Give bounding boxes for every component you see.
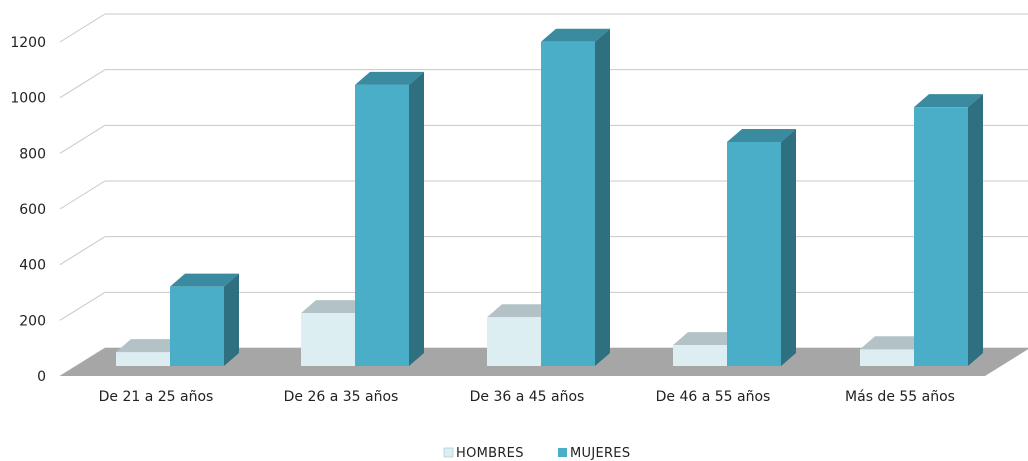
- y-tick-label: 600: [19, 202, 46, 218]
- legend-label-mujeres: MUJERES: [570, 446, 630, 461]
- y-tick-label: 1000: [10, 91, 46, 107]
- bar-top: [301, 300, 370, 314]
- y-tick-label: 1200: [10, 35, 46, 51]
- bar-front: [541, 41, 595, 366]
- gridline-diag: [59, 69, 106, 99]
- gridline-diag: [59, 13, 106, 43]
- y-tick-label: 0: [37, 369, 46, 385]
- bar-side: [781, 128, 796, 366]
- bar-front: [860, 349, 914, 366]
- bar-mujeres-3: [727, 128, 796, 366]
- bar-front: [914, 107, 968, 367]
- bar-top: [487, 304, 556, 318]
- bar-top: [170, 273, 239, 287]
- bar-top: [673, 332, 742, 346]
- x-category-label: Más de 55 años: [845, 389, 955, 405]
- legend-label-hombres: HOMBRES: [456, 446, 524, 461]
- y-axis-ticks: 0 200 400 600 800 1000 1200: [10, 35, 46, 385]
- bar-top: [914, 94, 983, 108]
- bar-top: [727, 128, 796, 142]
- bar-front: [301, 313, 355, 366]
- bar-side: [968, 94, 983, 367]
- bar-top: [860, 336, 929, 350]
- x-category-label: De 46 a 55 años: [656, 389, 771, 405]
- x-category-label: De 36 a 45 años: [470, 389, 585, 405]
- bar-top: [541, 28, 610, 42]
- x-category-label: De 21 a 25 años: [99, 389, 214, 405]
- x-category-label: De 26 a 35 años: [284, 389, 399, 405]
- y-tick-label: 400: [19, 258, 46, 274]
- bar-top: [116, 339, 185, 353]
- bar-front: [673, 345, 727, 366]
- bars: [116, 28, 983, 367]
- gridline-diag: [59, 180, 106, 210]
- bar-side: [409, 71, 424, 366]
- bar-side: [224, 273, 239, 366]
- bar-mujeres-1: [355, 71, 424, 366]
- bar-mujeres-4: [914, 94, 983, 367]
- bar-front: [355, 84, 409, 366]
- y-tick-label: 200: [19, 313, 46, 329]
- gridline-diag: [59, 124, 106, 154]
- bar-mujeres-0: [170, 273, 239, 366]
- y-tick-label: 800: [19, 146, 46, 162]
- bar-front: [116, 352, 170, 366]
- legend: HOMBRES MUJERES: [443, 446, 630, 461]
- bar-front: [487, 317, 541, 366]
- x-axis-categories: De 21 a 25 años De 26 a 35 años De 36 a 45…: [99, 389, 955, 405]
- bar-front: [170, 286, 224, 366]
- bar-mujeres-2: [541, 28, 610, 366]
- bar-front: [727, 141, 781, 366]
- legend-swatch-mujeres: [558, 448, 567, 457]
- bar-side: [595, 28, 610, 366]
- gridline-diag: [59, 236, 106, 266]
- gridline-diag: [59, 291, 106, 321]
- bar-top: [355, 71, 424, 85]
- legend-swatch-hombres: [443, 447, 454, 458]
